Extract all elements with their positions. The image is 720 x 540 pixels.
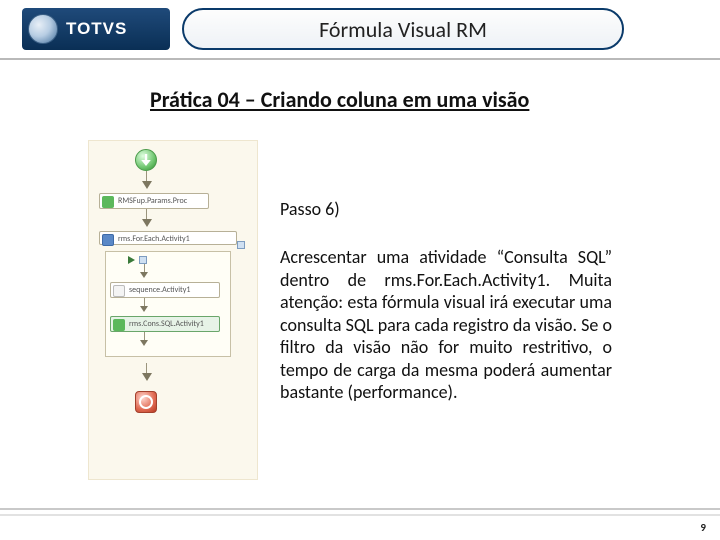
title-pill: Fórmula Visual RM bbox=[182, 8, 624, 50]
page-number: 9 bbox=[700, 521, 706, 534]
connector bbox=[144, 298, 145, 306]
arrow-down-icon bbox=[140, 340, 148, 346]
arrow-down-icon bbox=[142, 219, 152, 227]
globe-icon bbox=[28, 14, 58, 44]
play-icon bbox=[128, 256, 135, 264]
connector bbox=[146, 171, 147, 181]
header: TOTVS Fórmula Visual RM bbox=[0, 0, 720, 55]
workflow-node-params: RMSFup.Params.Proc bbox=[99, 193, 209, 209]
drop-target-icon bbox=[139, 256, 147, 264]
arrow-down-icon bbox=[140, 306, 148, 312]
arrow-down-icon bbox=[140, 272, 148, 278]
connector bbox=[146, 209, 147, 219]
sequence-icon bbox=[113, 285, 125, 297]
node-label: RMSFup.Params.Proc bbox=[118, 196, 187, 206]
body-paragraph: Acrescentar uma atividade “Consulta SQL”… bbox=[280, 246, 612, 404]
activity-icon bbox=[102, 196, 114, 208]
loop-icon bbox=[102, 234, 114, 246]
workflow-node-foreach: rms.For.Each.Activity1 sequence.Activity… bbox=[99, 231, 237, 357]
divider bbox=[0, 58, 720, 60]
body-text: Passo 6) Acrescentar uma atividade “Cons… bbox=[280, 198, 612, 404]
brand-logo: TOTVS bbox=[22, 8, 170, 50]
connector bbox=[144, 264, 145, 272]
start-node-icon bbox=[135, 149, 157, 171]
foreach-body: sequence.Activity1 rms.Cons.SQL.Activity… bbox=[105, 251, 231, 357]
workflow-node-sql: rms.Cons.SQL.Activity1 bbox=[110, 316, 220, 332]
workflow-node-sequence: sequence.Activity1 bbox=[110, 282, 220, 298]
workflow-diagram: RMSFup.Params.Proc rms.For.Each.Activity… bbox=[88, 140, 258, 480]
slide: TOTVS Fórmula Visual RM Prática 04 – Cri… bbox=[0, 0, 720, 540]
sql-icon bbox=[113, 319, 125, 331]
brand-text: TOTVS bbox=[66, 19, 127, 39]
footer-divider bbox=[0, 508, 720, 510]
arrow-down-icon bbox=[142, 373, 152, 381]
node-label: rms.Cons.SQL.Activity1 bbox=[129, 319, 204, 329]
node-label: sequence.Activity1 bbox=[129, 285, 190, 295]
connector bbox=[146, 363, 147, 373]
expand-handle-icon bbox=[237, 241, 245, 249]
end-node-icon bbox=[135, 391, 157, 413]
footer-divider bbox=[0, 514, 720, 516]
slide-title: Fórmula Visual RM bbox=[319, 16, 487, 43]
step-label: Passo 6) bbox=[280, 198, 612, 220]
node-label: rms.For.Each.Activity1 bbox=[118, 234, 190, 244]
connector bbox=[144, 332, 145, 340]
section-heading: Prática 04 – Criando coluna em uma visão bbox=[150, 86, 529, 113]
arrow-down-icon bbox=[142, 181, 152, 189]
